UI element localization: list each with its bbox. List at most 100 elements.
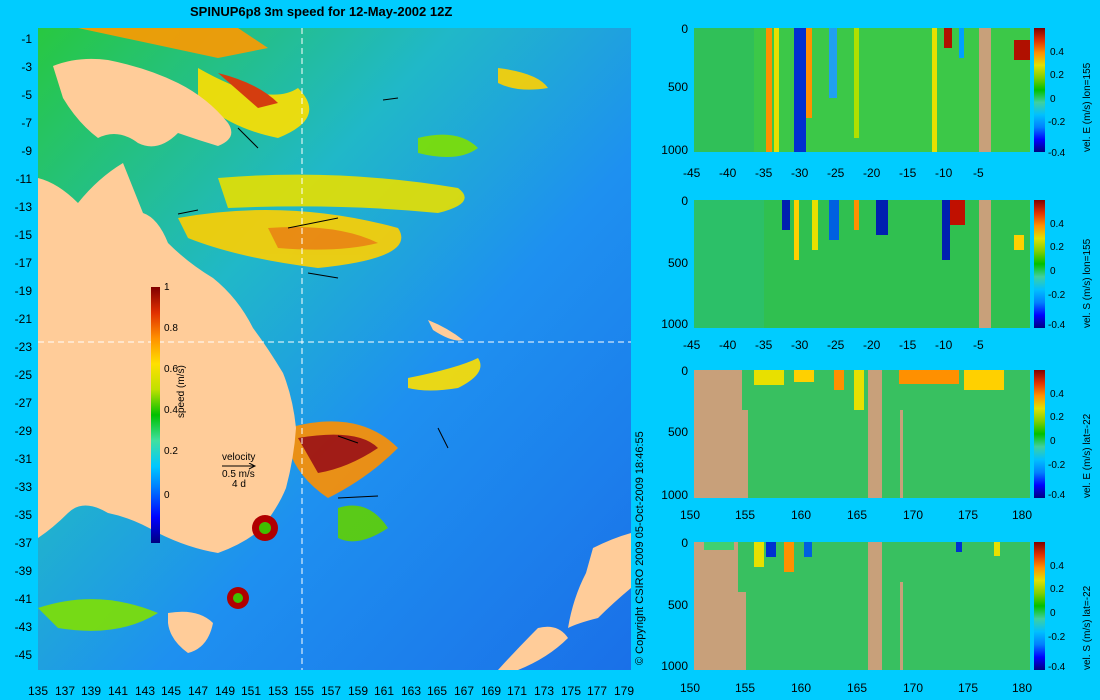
panel-colorbar-tick: 0 xyxy=(1050,608,1056,619)
panel-xtick: -40 xyxy=(719,338,737,352)
panel-xtick: -30 xyxy=(791,166,809,180)
lat-tick: -39 xyxy=(14,564,32,578)
panel-colorbar-title: vel. E (m/s) lat=-22 xyxy=(1082,413,1093,498)
lat-tick: -27 xyxy=(14,396,32,410)
lon-tick: 165 xyxy=(426,684,448,698)
lon-tick: 177 xyxy=(586,684,608,698)
lon-tick: 139 xyxy=(80,684,102,698)
panel-colorbar-tick: 0.4 xyxy=(1050,561,1064,572)
panel-xtick: -25 xyxy=(827,166,845,180)
lon-tick: 159 xyxy=(347,684,369,698)
panel-ytick: 500 xyxy=(667,425,688,439)
lat-tick: -19 xyxy=(14,284,32,298)
panel-colorbar-tick: 0 xyxy=(1050,94,1056,105)
velocity-legend-period: 4 d xyxy=(232,479,246,490)
lat-tick: -13 xyxy=(14,200,32,214)
panel-colorbar xyxy=(1034,370,1045,498)
panel-colorbar-tick: 0.4 xyxy=(1050,219,1064,230)
panel-ytick: 0 xyxy=(681,22,688,36)
lat-tick: -33 xyxy=(14,480,32,494)
panel-colorbar-tick: -0.2 xyxy=(1048,290,1066,301)
panel-xtick: 180 xyxy=(1012,508,1033,522)
panel-xtick: 150 xyxy=(680,508,701,522)
speed-colorbar-tick: 1 xyxy=(164,282,170,293)
lon-tick: 147 xyxy=(187,684,209,698)
panel-colorbar-tick: 0.2 xyxy=(1050,242,1064,253)
panel-colorbar-tick: -0.4 xyxy=(1048,662,1066,673)
lon-tick: 163 xyxy=(400,684,422,698)
lat-tick: -23 xyxy=(14,340,32,354)
lon-tick: 141 xyxy=(107,684,129,698)
lat-tick: -35 xyxy=(14,508,32,522)
lon-tick: 171 xyxy=(506,684,528,698)
section-panel-lat22-south xyxy=(694,542,1030,670)
velocity-legend-speed: 0.5 m/s xyxy=(222,469,255,480)
lat-tick: -15 xyxy=(14,228,32,242)
panel-xtick: -10 xyxy=(935,166,953,180)
lon-tick: 175 xyxy=(560,684,582,698)
lon-tick: 151 xyxy=(240,684,262,698)
panel-xtick: 180 xyxy=(1012,681,1033,695)
lat-tick: -41 xyxy=(14,592,32,606)
panel-xtick: -10 xyxy=(935,338,953,352)
panel-ytick: 1000 xyxy=(661,659,688,673)
panel-xtick: 170 xyxy=(903,508,924,522)
panel-colorbar-tick: 0.2 xyxy=(1050,412,1064,423)
lat-tick: -5 xyxy=(21,88,32,102)
panel-xtick: -45 xyxy=(683,166,701,180)
lat-tick: -31 xyxy=(14,452,32,466)
lat-tick: -3 xyxy=(21,60,32,74)
panel-ytick: 1000 xyxy=(661,317,688,331)
panel-colorbar-title: vel. E (m/s) lon=155 xyxy=(1082,62,1093,152)
lon-tick: 145 xyxy=(160,684,182,698)
panel-colorbar-tick: -0.2 xyxy=(1048,460,1066,471)
panel-colorbar-tick: 0 xyxy=(1050,266,1056,277)
lat-tick: -1 xyxy=(21,32,32,46)
panel-xtick: -20 xyxy=(863,166,881,180)
speed-colorbar-tick: 0 xyxy=(164,490,170,501)
panel-xtick: -5 xyxy=(973,166,984,180)
section-panel-lon155-east xyxy=(694,28,1030,152)
panel-xtick: -5 xyxy=(973,338,984,352)
panel-xtick: -35 xyxy=(755,166,773,180)
lat-tick: -37 xyxy=(14,536,32,550)
speed-map xyxy=(38,28,631,670)
velocity-legend-title: velocity xyxy=(222,452,256,463)
panel-ytick: 1000 xyxy=(661,143,688,157)
panel-colorbar-tick: -0.4 xyxy=(1048,320,1066,331)
panel-colorbar-tick: -0.4 xyxy=(1048,490,1066,501)
panel-xtick: -40 xyxy=(719,166,737,180)
panel-colorbar-tick: -0.4 xyxy=(1048,148,1066,159)
lat-tick: -9 xyxy=(21,144,32,158)
lat-tick: -45 xyxy=(14,648,32,662)
panel-xtick: 175 xyxy=(958,508,979,522)
speed-colorbar-title: speed (m/s) xyxy=(176,365,187,418)
lat-tick: -11 xyxy=(15,172,32,186)
lon-tick: 149 xyxy=(214,684,236,698)
panel-xtick: 155 xyxy=(735,508,756,522)
panel-xtick: 165 xyxy=(847,681,868,695)
panel-colorbar-tick: 0.4 xyxy=(1050,389,1064,400)
speed-colorbar-tick: 0.2 xyxy=(164,446,178,457)
lon-tick: 179 xyxy=(613,684,635,698)
panel-colorbar-tick: -0.2 xyxy=(1048,632,1066,643)
panel-colorbar-title: vel. S (m/s) lon=155 xyxy=(1082,238,1093,328)
speed-colorbar xyxy=(151,287,160,543)
lat-tick: -43 xyxy=(14,620,32,634)
panel-colorbar-tick: 0 xyxy=(1050,436,1056,447)
lon-tick: 157 xyxy=(320,684,342,698)
panel-colorbar-tick: 0.2 xyxy=(1050,584,1064,595)
panel-xtick: -20 xyxy=(863,338,881,352)
lat-tick: -17 xyxy=(14,256,32,270)
panel-ytick: 0 xyxy=(681,364,688,378)
panel-ytick: 500 xyxy=(667,598,688,612)
lon-tick: 161 xyxy=(373,684,395,698)
lat-tick: -25 xyxy=(14,368,32,382)
panel-xtick: 170 xyxy=(903,681,924,695)
lat-tick: -29 xyxy=(14,424,32,438)
panel-xtick: -45 xyxy=(683,338,701,352)
panel-xtick: 160 xyxy=(791,508,812,522)
copyright-text: © Copyright CSIRO 2009 05-Oct-2009 18:46… xyxy=(634,431,646,665)
panel-xtick: 165 xyxy=(847,508,868,522)
lat-tick: -7 xyxy=(21,116,32,130)
